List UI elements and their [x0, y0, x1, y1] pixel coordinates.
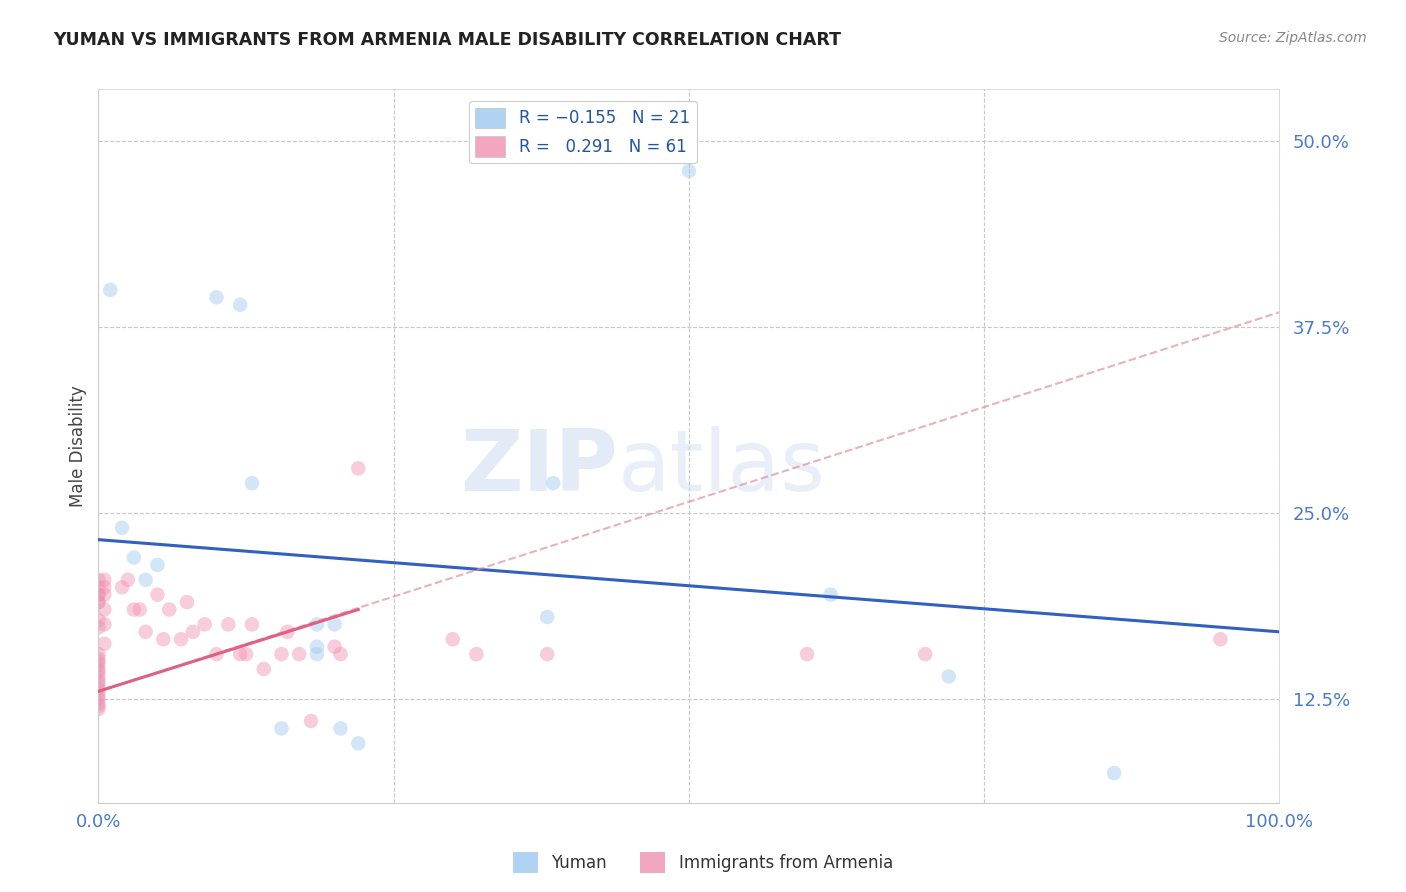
Point: [299, 714, 322, 728]
Text: ZIP: ZIP: [460, 425, 619, 509]
Point: [914, 647, 936, 661]
Point: [93, 617, 115, 632]
Point: [270, 647, 292, 661]
Point: [181, 624, 204, 639]
Point: [111, 580, 134, 594]
Point: [536, 610, 558, 624]
Point: [87, 696, 110, 710]
Point: [1102, 766, 1125, 780]
Point: [235, 647, 257, 661]
Point: [87, 681, 110, 696]
Point: [87, 689, 110, 703]
Point: [205, 290, 228, 304]
Point: [796, 647, 818, 661]
Y-axis label: Male Disability: Male Disability: [69, 385, 87, 507]
Point: [820, 588, 842, 602]
Point: [323, 640, 346, 654]
Point: [87, 588, 110, 602]
Point: [240, 476, 263, 491]
Point: [305, 617, 328, 632]
Point: [117, 573, 139, 587]
Point: [111, 521, 134, 535]
Point: [205, 647, 228, 661]
Point: [87, 677, 110, 691]
Point: [276, 624, 298, 639]
Point: [270, 722, 292, 736]
Point: [122, 550, 145, 565]
Point: [194, 617, 217, 632]
Point: [678, 164, 700, 178]
Point: [128, 602, 150, 616]
Point: [87, 662, 110, 676]
Point: [146, 588, 169, 602]
Legend: Yuman, Immigrants from Armenia: Yuman, Immigrants from Armenia: [506, 846, 900, 880]
Point: [938, 669, 960, 683]
Point: [288, 647, 311, 661]
Text: atlas: atlas: [619, 425, 827, 509]
Point: [98, 283, 121, 297]
Text: YUMAN VS IMMIGRANTS FROM ARMENIA MALE DISABILITY CORRELATION CHART: YUMAN VS IMMIGRANTS FROM ARMENIA MALE DI…: [53, 31, 841, 49]
Point: [329, 647, 352, 661]
Point: [93, 580, 115, 594]
Point: [329, 722, 352, 736]
Point: [240, 617, 263, 632]
Point: [87, 651, 110, 665]
Point: [170, 632, 193, 647]
Point: [87, 595, 110, 609]
Point: [347, 461, 370, 475]
Point: [135, 624, 157, 639]
Point: [87, 684, 110, 698]
Point: [87, 655, 110, 669]
Point: [87, 691, 110, 706]
Point: [146, 558, 169, 572]
Point: [93, 588, 115, 602]
Point: [229, 298, 252, 312]
Point: [135, 573, 157, 587]
Point: [93, 573, 115, 587]
Point: [87, 613, 110, 627]
Point: [87, 669, 110, 683]
Point: [229, 647, 252, 661]
Point: [87, 647, 110, 661]
Point: [87, 665, 110, 679]
Point: [441, 632, 464, 647]
Point: [253, 662, 276, 676]
Legend: R = −0.155   N = 21, R =   0.291   N = 61: R = −0.155 N = 21, R = 0.291 N = 61: [468, 101, 696, 163]
Point: [87, 580, 110, 594]
Point: [541, 476, 564, 491]
Point: [176, 595, 198, 609]
Point: [122, 602, 145, 616]
Point: [87, 620, 110, 634]
Point: [323, 617, 346, 632]
Point: [217, 617, 239, 632]
Point: [536, 647, 558, 661]
Point: [87, 595, 110, 609]
Point: [93, 637, 115, 651]
Point: [87, 702, 110, 716]
Point: [87, 673, 110, 688]
Point: [93, 602, 115, 616]
Point: [157, 602, 180, 616]
Point: [87, 699, 110, 714]
Point: [347, 736, 370, 750]
Point: [87, 657, 110, 672]
Point: [152, 632, 174, 647]
Point: [87, 588, 110, 602]
Point: [87, 573, 110, 587]
Point: [1209, 632, 1232, 647]
Point: [465, 647, 488, 661]
Point: [305, 647, 328, 661]
Point: [305, 640, 328, 654]
Text: Source: ZipAtlas.com: Source: ZipAtlas.com: [1219, 31, 1367, 45]
